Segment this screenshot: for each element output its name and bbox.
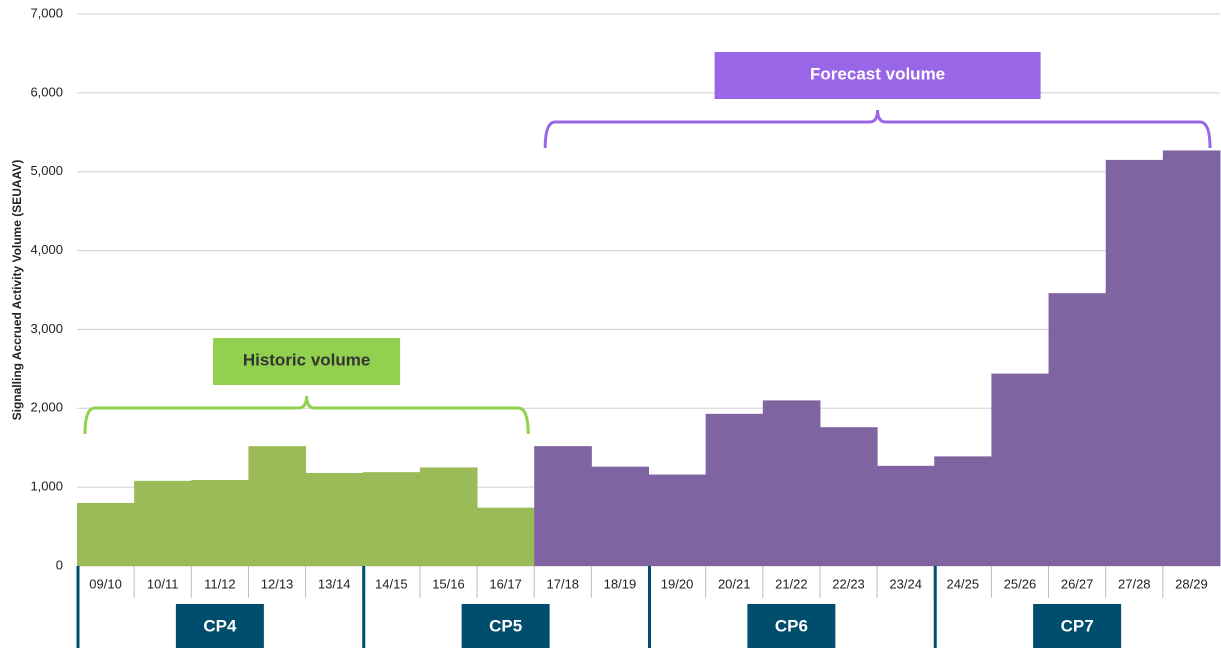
bar [191, 480, 249, 566]
annotation-box [714, 52, 1041, 99]
bar [934, 456, 992, 566]
period-label: CP4 [203, 616, 237, 635]
x-tick-label: 10/11 [147, 576, 179, 591]
bar [705, 413, 764, 566]
period-label: CP5 [489, 616, 522, 635]
period-box [175, 604, 264, 648]
period-box [461, 604, 550, 648]
bracket [543, 109, 1212, 149]
period-box [1033, 604, 1122, 648]
x-tick-label: 28/29 [1175, 576, 1208, 591]
bar [77, 502, 135, 566]
period-label: CP6 [775, 616, 808, 635]
bar [1105, 159, 1164, 566]
bar [819, 427, 878, 566]
x-tick-label: 14/15 [375, 576, 408, 591]
bar [762, 400, 821, 566]
x-tick-label: 16/17 [489, 576, 522, 591]
bar [534, 446, 592, 566]
x-tick-label: 09/10 [89, 576, 122, 591]
x-tick-label: 11/12 [204, 576, 236, 591]
y-tick-label: 2,000 [30, 400, 63, 415]
period-label: CP7 [1061, 616, 1094, 635]
y-tick-label: 1,000 [30, 479, 63, 494]
bar [1048, 293, 1107, 566]
y-tick-label: 6,000 [30, 84, 63, 99]
x-tick-label: 25/26 [1004, 576, 1037, 591]
bar [362, 472, 421, 566]
bar [305, 472, 364, 566]
legend-label: Historic volume [243, 350, 371, 369]
y-tick-label: 0 [56, 557, 63, 572]
x-tick-label: 21/22 [775, 576, 808, 591]
bracket [83, 395, 530, 435]
legend-label: Forecast volume [810, 64, 945, 83]
bar [877, 465, 935, 566]
bar [419, 467, 478, 566]
bar [648, 474, 707, 566]
bar [477, 507, 535, 566]
x-tick-label: 17/18 [547, 576, 580, 591]
bar [991, 373, 1050, 566]
annotation-box [213, 338, 401, 385]
x-tick-label: 26/27 [1061, 576, 1094, 591]
x-tick-label: 18/19 [604, 576, 637, 591]
y-tick-label: 5,000 [30, 163, 63, 178]
period-box [747, 604, 836, 648]
x-tick-label: 23/24 [889, 576, 922, 591]
y-tick-label: 7,000 [30, 5, 63, 20]
x-tick-label: 13/14 [318, 576, 351, 591]
y-tick-label: 4,000 [30, 242, 63, 257]
bar [134, 480, 192, 566]
x-tick-label: 12/13 [261, 576, 294, 591]
bar [248, 446, 307, 566]
y-axis-label: Signalling Accrued Activity Volume (SEUA… [10, 160, 24, 421]
bar [591, 466, 649, 566]
x-tick-label: 19/20 [661, 576, 694, 591]
x-tick-label: 22/23 [832, 576, 865, 591]
x-tick-label: 20/21 [718, 576, 751, 591]
x-tick-label: 24/25 [947, 576, 980, 591]
x-tick-label: 15/16 [432, 576, 465, 591]
x-tick-label: 27/28 [1118, 576, 1151, 591]
bar [1162, 150, 1221, 566]
y-tick-label: 3,000 [30, 321, 63, 336]
